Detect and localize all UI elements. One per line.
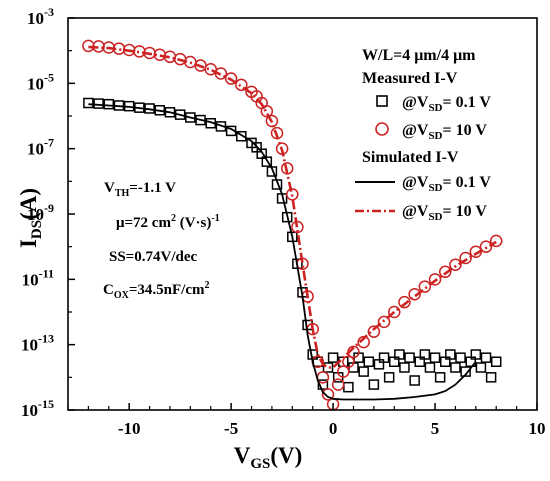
data-point [424,362,436,373]
data-point [103,98,115,110]
data-point [82,39,95,53]
data-point [480,352,492,363]
legend-group-measured: Measured I-V [362,70,458,87]
data-point [485,372,497,383]
data-point [235,78,248,92]
annotation-ss: SS=0.74V/dec [109,249,197,265]
data-point [368,379,380,390]
data-point [357,335,370,349]
legend: W/L=4 μm/4 μm Measured I-V @VSD= 0.1 V @… [355,47,491,223]
data-point [383,372,395,383]
data-point [327,352,339,363]
data-point [224,72,238,85]
data-point [450,362,461,373]
y-tick-label: 10-3 [27,5,54,28]
y-tick-label: 10-11 [22,266,54,289]
x-tick-label: -10 [118,419,141,438]
data-point [204,62,217,76]
annotation-cox: COX=34.5nF/cm2 [103,280,209,301]
data-point [434,372,446,383]
data-point [408,287,421,301]
data-point [133,45,146,58]
data-point [429,352,441,363]
data-point [185,112,196,123]
legend-marker-square [376,95,388,107]
data-point [337,365,350,378]
data-point [489,234,503,248]
data-point [419,349,431,360]
data-point [418,280,432,293]
data-point [322,362,334,373]
data-point [475,362,487,373]
data-point [261,156,273,167]
data-point [455,352,466,363]
data-point [358,366,369,377]
data-point [343,381,354,393]
data-point [404,352,415,363]
data-point [331,378,345,391]
annotation-vth: VTH=-1.1 V [104,180,176,199]
x-tick-label: 0 [329,419,338,438]
data-point [260,104,274,118]
series-0 [83,97,502,393]
x-tick-label: -5 [224,419,238,438]
legend-header: W/L=4 μm/4 μm [362,47,476,64]
data-point [460,366,471,377]
data-point [236,130,247,142]
x-tick-label: 10 [529,419,546,438]
data-point [378,352,390,363]
data-point [321,388,335,401]
data-point [83,97,94,109]
data-point [398,295,411,309]
data-point [399,362,410,373]
parameter-annotations: VTH=-1.1 V μ=72 cm2 (V·s)-1 SS=0.74V/dec… [103,180,220,301]
series-2 [88,103,477,401]
x-tick-label: 5 [431,419,440,438]
legend-group-simulated: Simulated I-V [362,149,459,166]
legend-entry-measured-0-1v: @VSD= 0.1 V [402,94,491,114]
data-point [394,349,405,360]
data-point [490,356,502,367]
data-point [342,355,355,368]
data-point [438,265,452,279]
data-point [93,98,104,109]
y-tick-label: 10-7 [27,136,54,159]
legend-entry-measured-10v: @VSD= 10 V [402,122,487,142]
data-point [470,349,482,360]
legend-entry-simulated-10v: @VSD= 10 V [402,203,487,223]
data-point [317,379,329,390]
data-point [388,305,401,319]
annotation-mobility: μ=72 cm2 (V·s)-1 [116,213,220,231]
y-axis-title: IDS(A) [16,188,45,248]
y-tick-label: 10-15 [21,397,54,420]
data-point [449,258,462,271]
series-line [88,103,477,401]
y-tick-label: 10-13 [21,332,54,355]
x-axis-title: VGS(V) [234,443,303,472]
legend-entry-simulated-0-1v: @VSD= 0.1 V [402,174,491,194]
data-point [265,114,279,128]
axis-labels: -10 -5 0 5 10 10-15 10-13 10-11 10-9 10-7 10-5 10-3 [21,5,546,438]
series-3 [88,45,497,369]
y-tick-label: 10-9 [27,201,54,224]
plot-series [82,39,503,411]
data-point [367,325,381,338]
data-point [363,356,375,367]
data-point [428,273,442,286]
y-tick-label: 10-5 [27,70,54,93]
axis-ticks [67,17,538,411]
data-point [479,240,493,253]
series-1 [82,39,503,411]
data-point [377,315,391,329]
data-point [409,375,420,386]
data-point [445,349,456,360]
legend-marker-circle [375,122,389,136]
series-line [88,45,497,369]
